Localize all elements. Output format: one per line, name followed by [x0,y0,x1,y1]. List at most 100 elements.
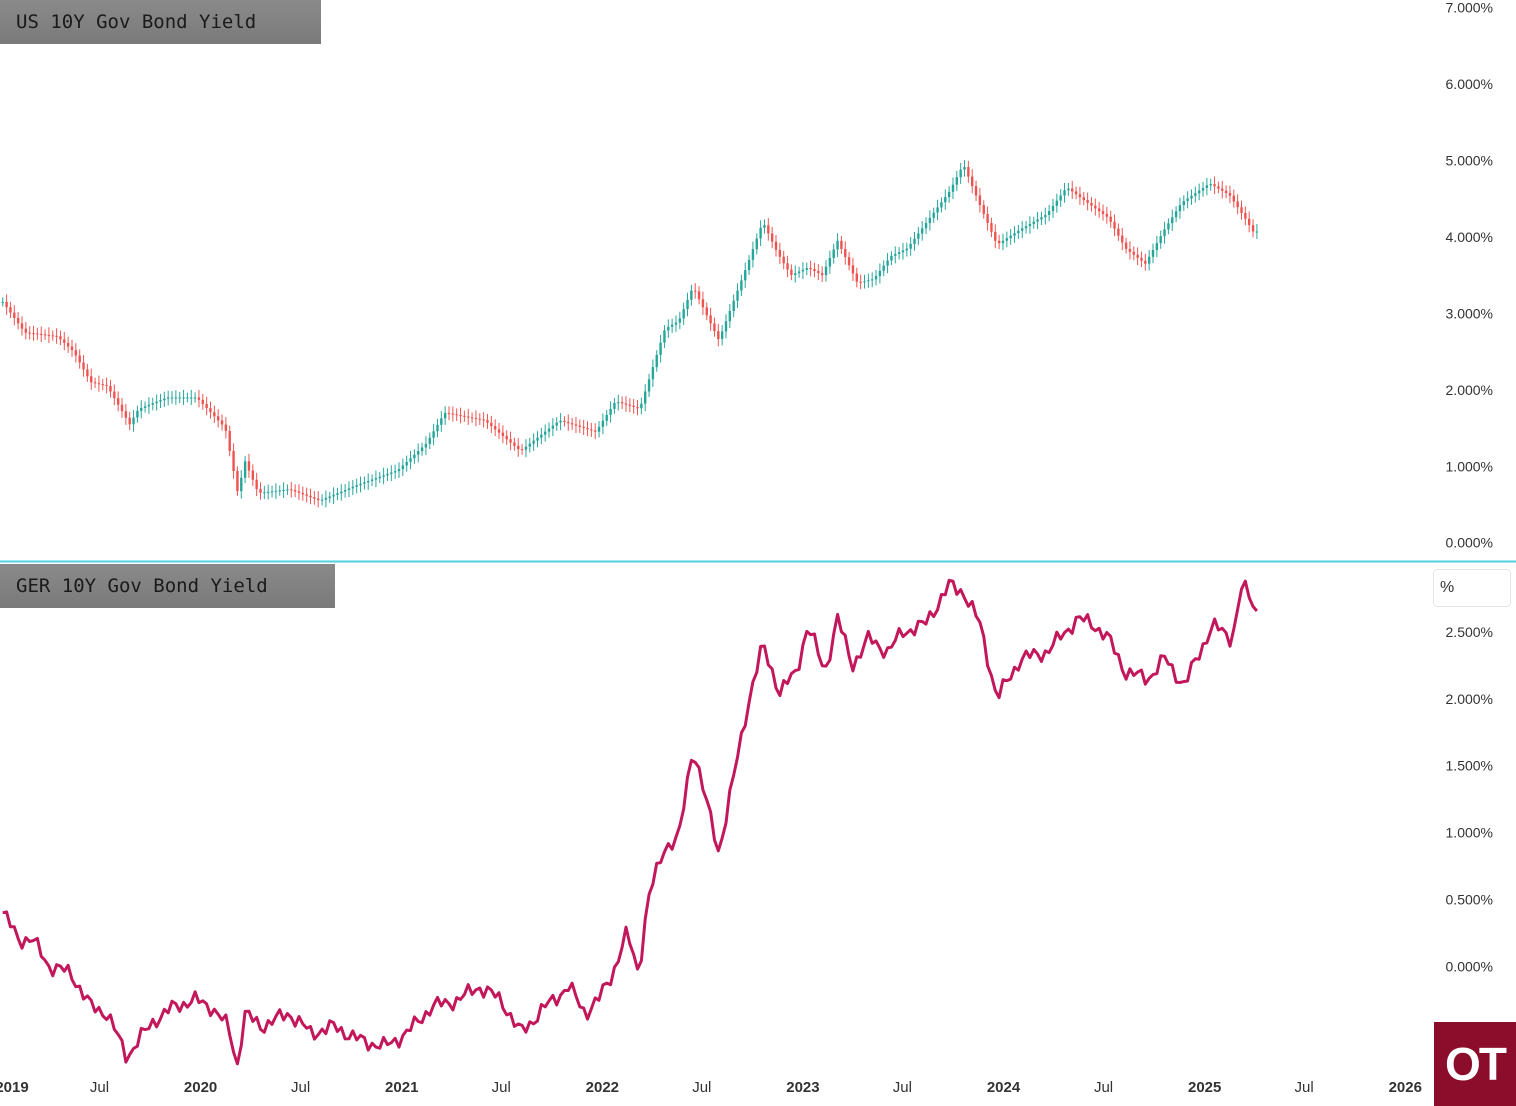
us-candle [497,423,501,439]
us-candle [486,413,489,430]
us-candle [255,472,258,497]
us-candle [820,266,824,282]
us-candle [13,305,16,326]
us-candle [563,416,566,427]
us-candle [613,398,616,414]
us-candle [655,350,658,372]
us-candle [247,453,251,478]
us-candle [270,485,274,498]
us-candle [1136,247,1139,266]
us-candle [905,242,909,257]
us-candle [836,233,839,257]
us-y-tick-label: 5.000% [1446,153,1493,169]
us-candle [5,294,8,315]
us-candle [1055,193,1059,213]
ger-y-tick-label: 0.500% [1446,891,1493,907]
us-candle [59,330,62,346]
x-tick-label: Jul [90,1079,109,1096]
us-candle [747,255,751,275]
us-candle [740,274,743,297]
us-candle [124,404,128,425]
us-candle [551,418,555,437]
us-candle [690,284,693,306]
us-candle [478,413,481,425]
time-axis: 2019 Jul 2020 Jul 2021 Jul 2022 Jul 2023 Jul 2024 J… [0,1079,1422,1096]
us-candle [490,415,493,433]
us-candle [401,458,405,476]
us-candle [201,393,204,410]
us-candle [282,482,285,499]
us-candle [309,488,312,505]
us-candle [663,325,666,348]
ger-panel-title[interactable]: GER 10Y Gov Bond Yield [0,564,335,608]
us-candle [971,169,974,194]
us-candle [1144,253,1147,271]
us-candle [705,302,708,321]
us-candle [151,397,154,411]
us-candle [897,246,901,260]
us-candle [1024,220,1028,234]
us-candle [709,307,712,331]
us-candle [409,450,412,470]
us-candle [163,391,166,408]
us-candle [170,391,174,404]
us-candle [620,396,624,410]
us-candle [886,252,889,274]
us-candle [174,390,178,405]
us-candle [590,422,593,437]
us-candle [413,449,416,464]
us-candle [109,379,112,398]
us-candle [120,398,124,418]
us-candle [578,419,582,433]
us-candle [759,220,762,246]
us-candle [1086,192,1089,211]
us-y-tick-label: 1.000% [1446,458,1493,474]
us-candle [1117,223,1120,241]
us-candle [513,437,516,451]
us-candle [343,483,347,498]
us-candle [301,486,305,501]
x-tick-label: 2024 [987,1079,1021,1096]
us-candle [1001,233,1005,251]
us-candle [1151,243,1155,264]
us-candle [132,410,135,432]
us-candle [1236,194,1239,215]
us-candle [682,302,685,325]
us-candle [1113,214,1116,237]
us-candle [1209,178,1212,191]
us-candle [447,406,451,421]
us-candle [463,410,466,422]
us-candle [332,487,335,505]
us-y-tick-label: 0.000% [1446,535,1493,551]
us-candle [305,487,308,503]
us-candle [990,217,993,238]
us-panel-title[interactable]: US 10Y Gov Bond Yield [0,0,321,44]
us-y-tick-label: 7.000% [1446,0,1493,16]
us-candle [786,255,789,278]
us-candle [436,418,439,438]
us-candle [644,384,647,412]
us-candle [390,465,393,482]
us-candle [782,250,785,270]
us-candle [936,199,939,221]
us-candle [559,413,562,431]
us-candle [1105,206,1109,224]
us-candle [1147,250,1151,271]
us-candle [1197,183,1201,201]
us-candle [1194,186,1197,203]
us-candle [97,375,101,392]
us-candle [290,481,293,498]
us-candle [101,378,104,391]
unit-selector[interactable]: % [1433,569,1511,607]
us-candle [847,252,851,271]
us-candle [1005,231,1009,248]
us-candle [482,412,485,428]
us-candle [1244,206,1247,226]
ger-yield-line [2,578,1259,1066]
x-tick-label: Jul [492,1079,511,1096]
x-tick-label: 2025 [1188,1079,1221,1096]
us-candle [182,389,185,406]
us-candle [586,421,589,437]
us-candle [259,482,262,500]
us-candle [166,390,170,406]
